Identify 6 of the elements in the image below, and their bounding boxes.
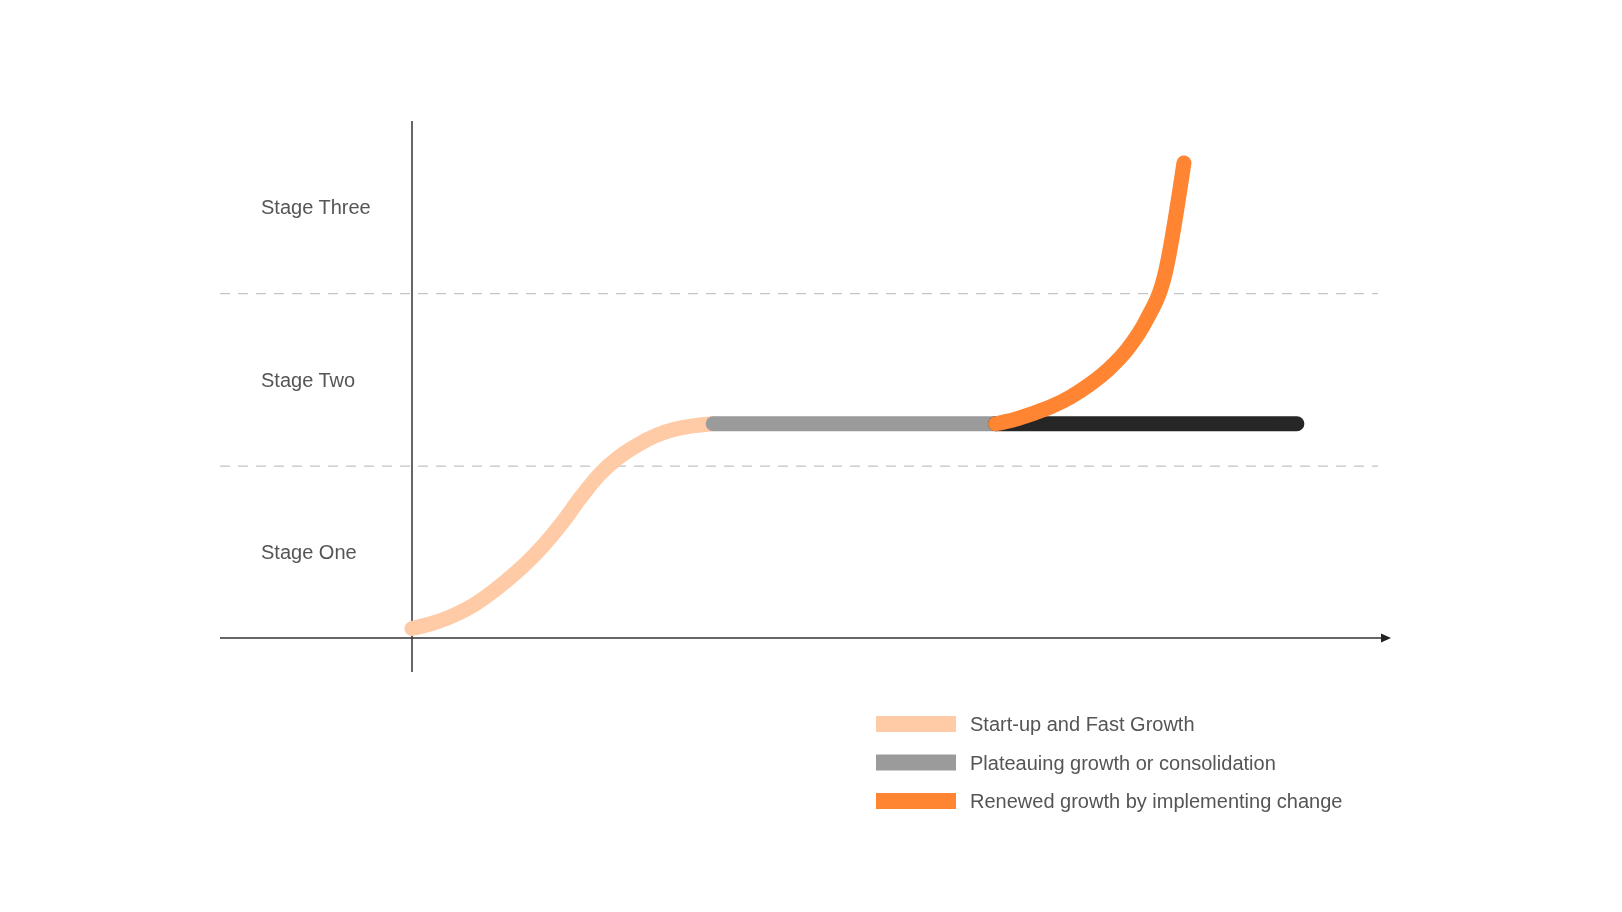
- text: Stage Two: [261, 368, 356, 391]
- legend-label: Start-up and Fast Growth: [970, 713, 1195, 735]
- text: Stage Three: [261, 196, 371, 219]
- text: Stage One: [261, 541, 357, 564]
- legend-label: Plateauing growth or consolidation: [970, 751, 1276, 774]
- legend-label: Renewed growth by implementing change: [970, 790, 1343, 812]
